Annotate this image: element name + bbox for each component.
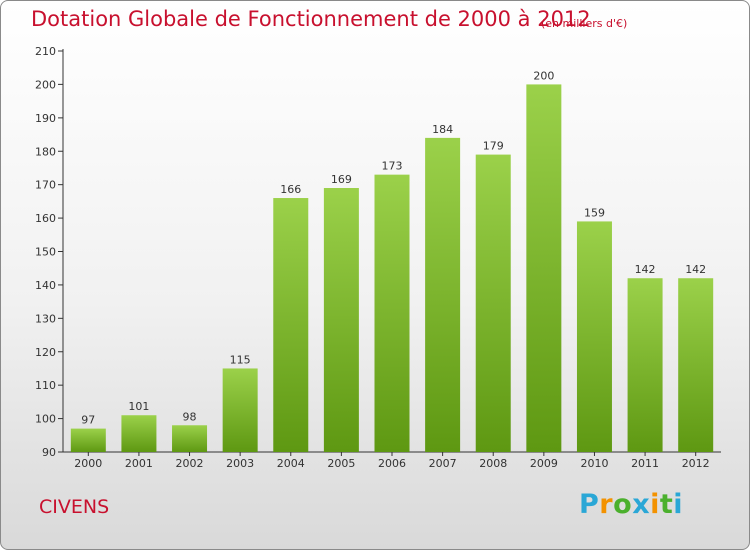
chart-title: Dotation Globale de Fonctionnement de 20…	[31, 7, 591, 31]
value-label: 166	[280, 183, 301, 196]
value-label: 101	[128, 400, 149, 413]
logo-letter: x	[632, 489, 651, 520]
y-tick-label: 160	[35, 212, 56, 225]
value-label: 97	[81, 414, 95, 427]
x-tick-label: 2002	[176, 457, 204, 470]
bar	[323, 188, 359, 452]
logo-letter: i	[650, 489, 660, 520]
y-tick-label: 110	[35, 379, 56, 392]
logo-letter: r	[599, 489, 614, 520]
value-label: 179	[483, 140, 504, 153]
value-label: 184	[432, 123, 453, 136]
bar	[475, 154, 511, 452]
bar	[222, 368, 258, 452]
x-tick-label: 2003	[226, 457, 254, 470]
x-tick-label: 2001	[125, 457, 153, 470]
city-name: CIVENS	[39, 496, 110, 518]
x-tick-label: 2005	[327, 457, 355, 470]
logo-letter: o	[613, 489, 633, 520]
value-label: 159	[584, 206, 605, 219]
x-tick-label: 2004	[277, 457, 305, 470]
x-tick-label: 2010	[580, 457, 608, 470]
value-label: 200	[533, 69, 554, 82]
bar	[121, 415, 157, 452]
bar	[273, 198, 309, 452]
y-tick-label: 120	[35, 346, 56, 359]
bar	[172, 425, 208, 452]
y-tick-label: 200	[35, 78, 56, 91]
logo-letter: P	[579, 489, 600, 520]
y-tick-label: 130	[35, 312, 56, 325]
y-tick-label: 140	[35, 279, 56, 292]
value-label: 98	[183, 410, 197, 423]
chart-subtitle: (en milliers d'€)	[541, 17, 628, 30]
x-tick-label: 2009	[530, 457, 558, 470]
value-label: 142	[635, 263, 656, 276]
y-tick-label: 190	[35, 112, 56, 125]
y-tick-label: 170	[35, 179, 56, 192]
value-label: 115	[230, 353, 251, 366]
logo-letter: t	[659, 489, 674, 520]
x-tick-label: 2000	[74, 457, 102, 470]
x-tick-label: 2012	[682, 457, 710, 470]
bar	[576, 221, 612, 452]
bar	[678, 278, 714, 452]
value-label: 169	[331, 173, 352, 186]
x-tick-label: 2007	[429, 457, 457, 470]
value-label: 173	[382, 160, 403, 173]
proxiti-logo: Proxiti	[579, 489, 683, 520]
y-tick-label: 90	[42, 446, 56, 459]
bar	[374, 174, 410, 452]
y-tick-label: 100	[35, 413, 56, 426]
x-tick-label: 2006	[378, 457, 406, 470]
logo-letter: i	[673, 489, 684, 520]
x-tick-label: 2008	[479, 457, 507, 470]
y-tick-label: 180	[35, 145, 56, 158]
bar	[425, 137, 461, 452]
bar	[627, 278, 663, 452]
bar	[70, 428, 106, 452]
bar	[526, 84, 562, 453]
x-tick-label: 2011	[631, 457, 659, 470]
value-label: 142	[685, 263, 706, 276]
y-tick-label: 210	[35, 45, 56, 58]
y-tick-label: 150	[35, 246, 56, 259]
